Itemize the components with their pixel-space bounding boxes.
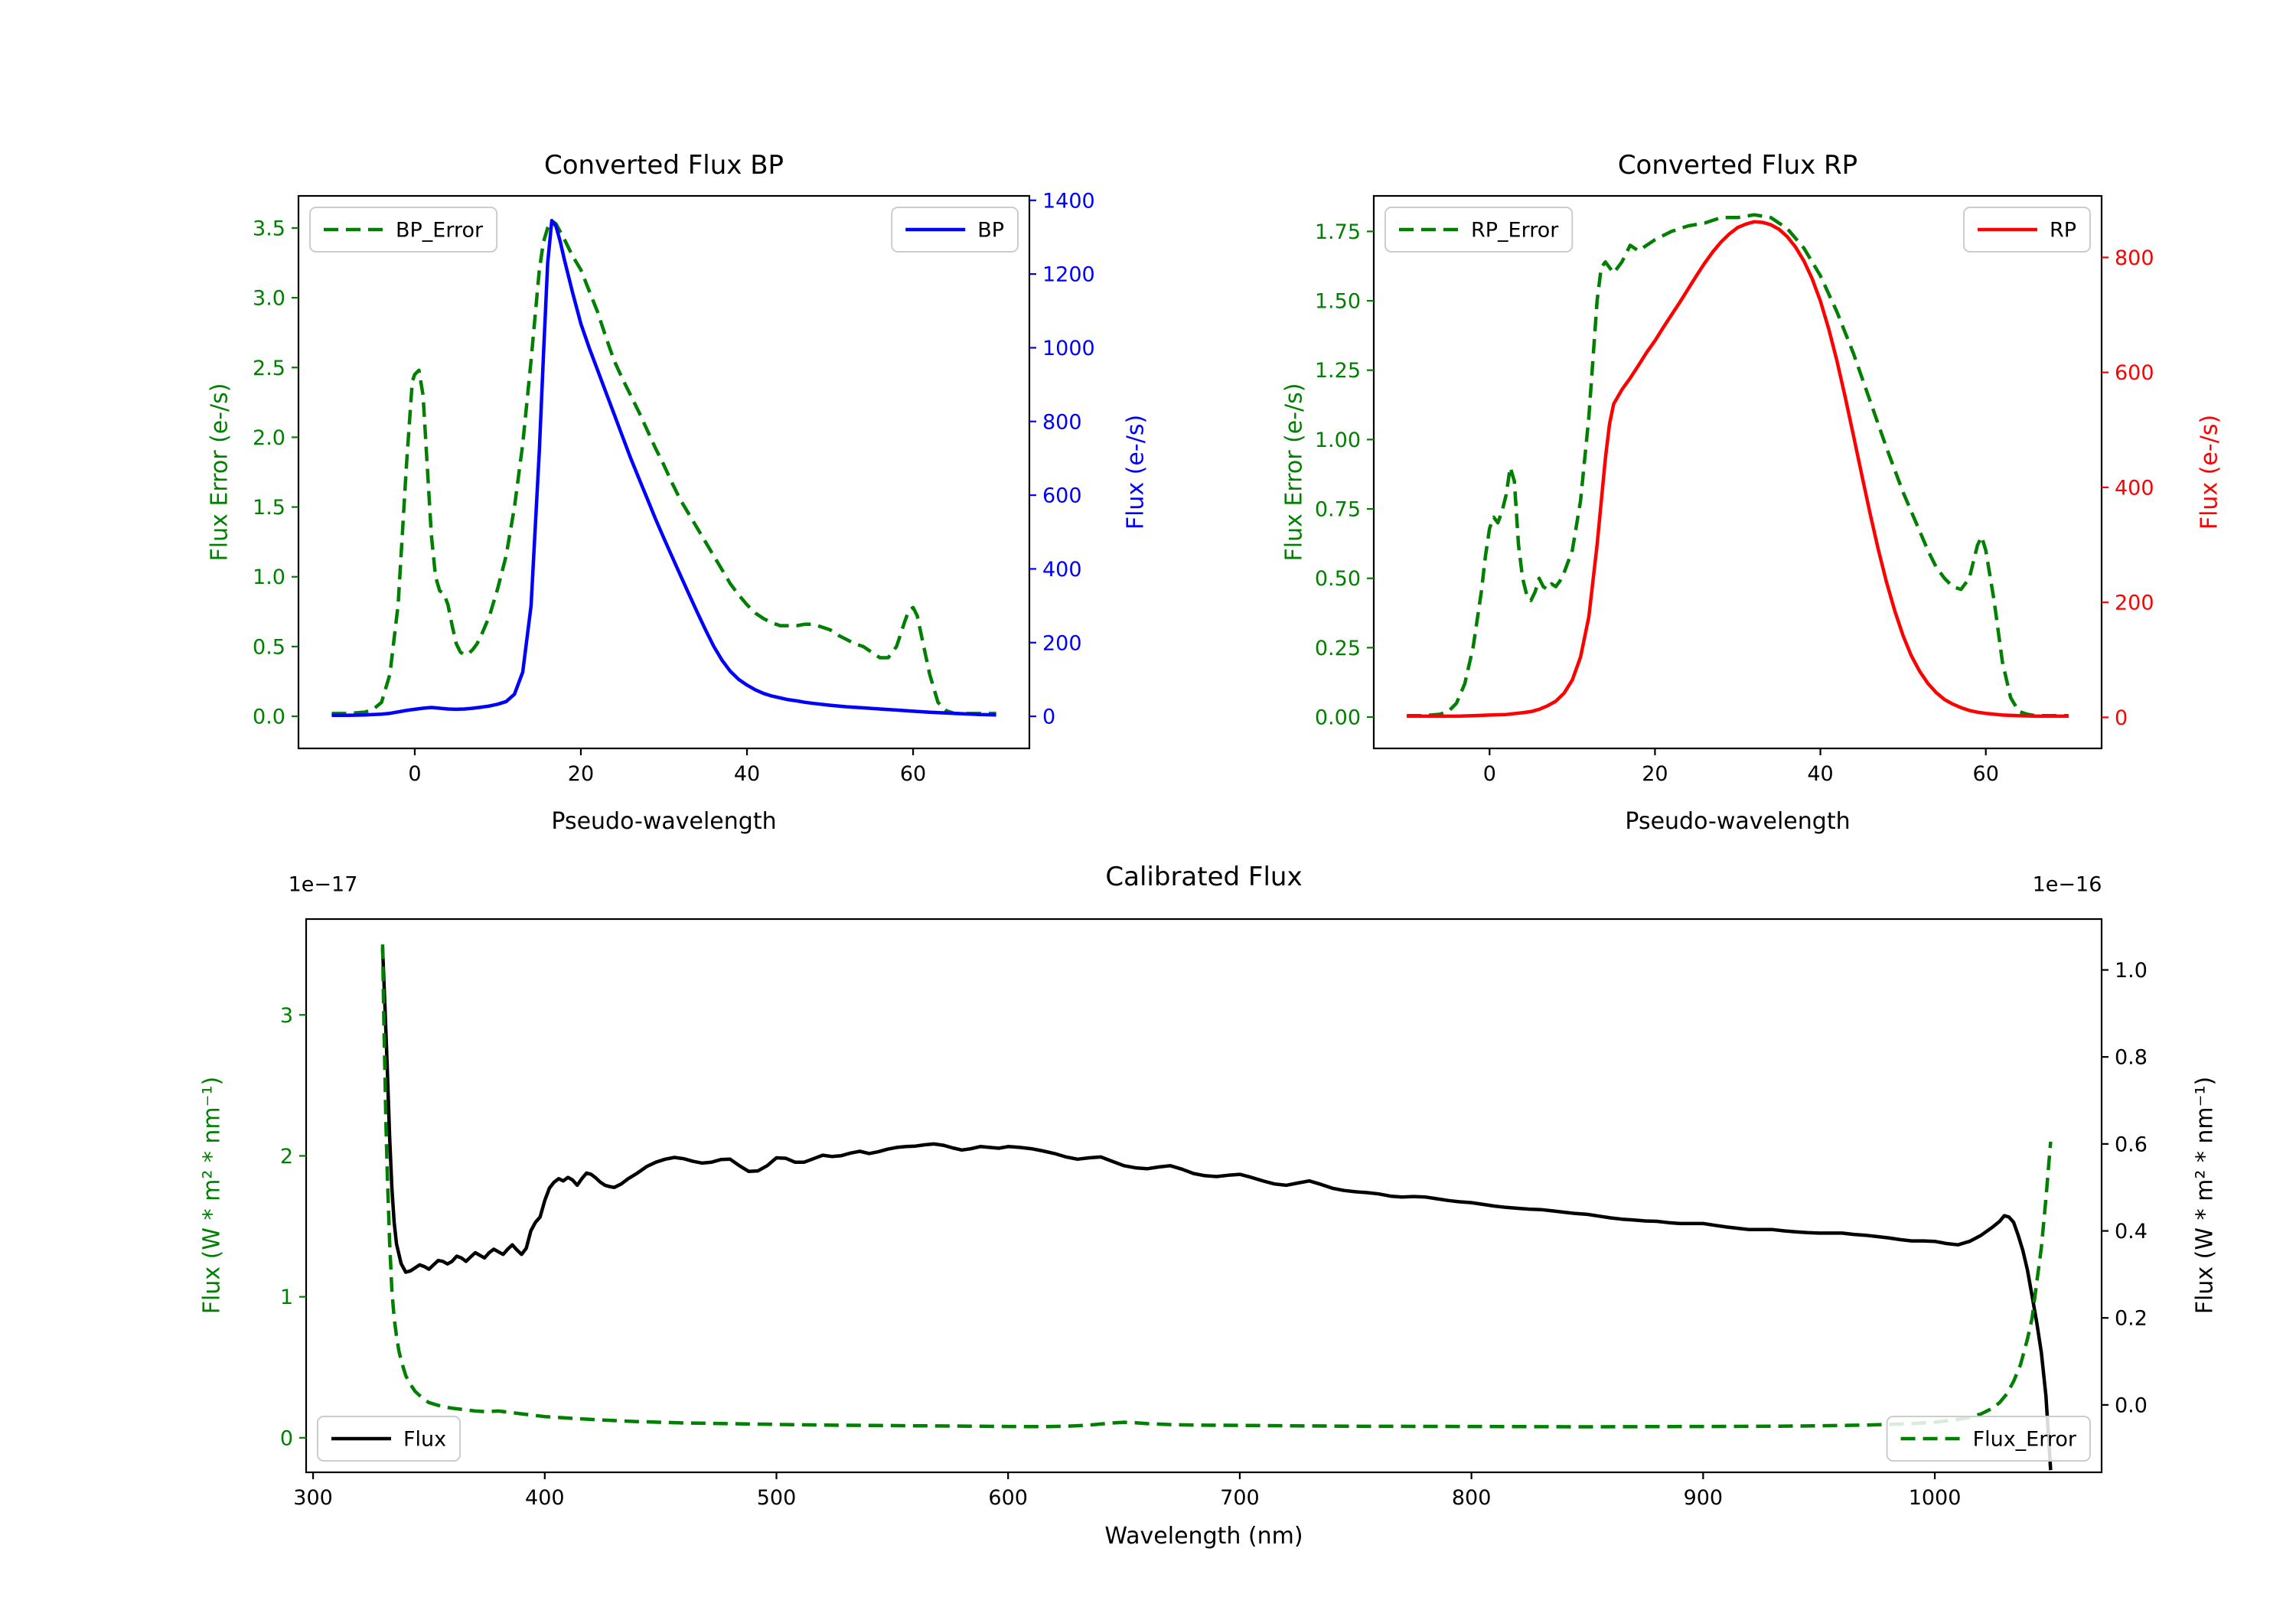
bp-left-tick-label: 1.5 bbox=[253, 496, 285, 520]
rp-right-tick-label: 800 bbox=[2115, 246, 2154, 270]
cal-x-tick-label: 600 bbox=[988, 1486, 1028, 1510]
legend-label: RP_Error bbox=[1471, 219, 1559, 243]
cal-legend-flux: Flux bbox=[317, 1416, 461, 1462]
cal-x-tick-label: 800 bbox=[1452, 1486, 1492, 1510]
bp-x-tick-label: 60 bbox=[900, 762, 926, 786]
rp-axes-frame bbox=[1372, 194, 2103, 750]
cal-right-tick-label: 0.4 bbox=[2115, 1220, 2148, 1244]
legend-frame bbox=[309, 207, 498, 253]
cal-x-tick-label: 400 bbox=[525, 1486, 565, 1510]
legend-label: Flux bbox=[403, 1428, 446, 1452]
cal-chart-title: Calibrated Flux bbox=[1105, 862, 1303, 892]
cal-x-tick-label: 500 bbox=[757, 1486, 797, 1510]
cal-right-tick-label: 0.0 bbox=[2115, 1393, 2148, 1417]
cal-right-ylabel: Flux (W * m² * nm⁻¹) bbox=[2191, 1076, 2219, 1315]
rp-left-tick-label: 0.75 bbox=[1315, 498, 1361, 522]
bp-left-ylabel: Flux Error (e-/s) bbox=[206, 383, 233, 562]
rp-x-tick-label: 40 bbox=[1807, 762, 1833, 786]
bp-left-tick-label: 2.5 bbox=[253, 357, 285, 380]
cal-x-tick-label: 1000 bbox=[1909, 1486, 1962, 1510]
rp-chart-title: Converted Flux RP bbox=[1617, 150, 1858, 181]
bp-left-tick-label: 0.5 bbox=[253, 635, 285, 659]
legend-label: RP bbox=[2050, 219, 2076, 243]
bp-legend-bp: BP bbox=[891, 207, 1019, 253]
bp-xlabel: Pseudo-wavelength bbox=[551, 808, 777, 835]
cal-x-tick-label: 300 bbox=[293, 1486, 333, 1510]
rp-left-tick-label: 0.25 bbox=[1315, 637, 1361, 660]
bp-left-tick-label: 0.0 bbox=[253, 706, 285, 729]
bp-left-tick-label: 3.0 bbox=[253, 287, 285, 311]
legend-label: BP_Error bbox=[396, 219, 484, 243]
rp-legend-rp: RP bbox=[1962, 207, 2091, 253]
rp-left-tick-label: 1.25 bbox=[1315, 359, 1361, 383]
rp-right-tick-label: 400 bbox=[2115, 476, 2154, 500]
bp-right-tick-label: 400 bbox=[1042, 558, 1082, 582]
rp-left-tick-label: 1.50 bbox=[1315, 290, 1361, 314]
bp-left-tick-label: 2.0 bbox=[253, 426, 285, 450]
legend-label: BP bbox=[977, 219, 1004, 243]
rp-right-ylabel: Flux (e-/s) bbox=[2196, 414, 2223, 530]
rp-xlabel: Pseudo-wavelength bbox=[1625, 808, 1851, 835]
cal-x-tick-label: 700 bbox=[1220, 1486, 1260, 1510]
cal-x-tick-label: 900 bbox=[1684, 1486, 1724, 1510]
rp-rp_error-line bbox=[1407, 213, 2069, 718]
bp-right-ylabel: Flux (e-/s) bbox=[1122, 414, 1150, 530]
cal-xlabel: Wavelength (nm) bbox=[1104, 1523, 1303, 1550]
bp-right-tick-label: 1000 bbox=[1042, 337, 1095, 360]
rp-left-ylabel: Flux Error (e-/s) bbox=[1280, 383, 1308, 562]
legend-frame bbox=[1384, 207, 1574, 253]
bp-right-tick-label: 0 bbox=[1042, 706, 1055, 729]
rp-rp-line bbox=[1407, 220, 2069, 719]
bp-right-tick-label: 800 bbox=[1042, 410, 1082, 434]
cal-flux-line bbox=[380, 948, 2053, 1471]
cal-right-tick-label: 0.2 bbox=[2115, 1307, 2148, 1331]
bp-x-tick-label: 0 bbox=[408, 762, 421, 786]
legend-frame bbox=[1886, 1416, 2091, 1462]
bp-legend-bp_error: BP_Error bbox=[309, 207, 498, 253]
bp-chart-title: Converted Flux BP bbox=[543, 150, 784, 181]
bp-right-tick-label: 600 bbox=[1042, 484, 1082, 508]
cal-left-tick-label: 1 bbox=[280, 1286, 293, 1309]
rp-left-tick-label: 1.00 bbox=[1315, 429, 1361, 452]
cal-left-ylabel: Flux (W * m² * nm⁻¹) bbox=[198, 1076, 226, 1315]
rp-x-tick-label: 60 bbox=[1973, 762, 1999, 786]
rp-right-tick-label: 600 bbox=[2115, 361, 2154, 385]
cal-left-tick-label: 3 bbox=[280, 1004, 293, 1028]
rp-right-tick-label: 200 bbox=[2115, 592, 2154, 615]
bp-axes-frame bbox=[297, 194, 1031, 750]
bp-left-tick-label: 3.5 bbox=[253, 217, 285, 240]
cal-left-tick-label: 2 bbox=[280, 1145, 293, 1169]
cal-right-tick-label: 1.0 bbox=[2115, 959, 2148, 983]
cal-left-tick-label: 0 bbox=[280, 1426, 293, 1450]
bp-bp-line bbox=[331, 219, 996, 717]
bp-x-tick-label: 40 bbox=[734, 762, 760, 786]
cal-axes-frame bbox=[305, 918, 2103, 1474]
cal-flux_error-line bbox=[380, 944, 2053, 1429]
legend-label: Flux_Error bbox=[1973, 1428, 2077, 1452]
rp-left-tick-label: 0.50 bbox=[1315, 567, 1361, 591]
cal-right-tick-label: 0.6 bbox=[2115, 1133, 2148, 1156]
bp-left-tick-label: 1.0 bbox=[253, 566, 285, 589]
cal-left-offset-text: 1e−17 bbox=[288, 872, 358, 897]
rp-left-tick-label: 1.75 bbox=[1315, 220, 1361, 244]
bp-right-tick-label: 1200 bbox=[1042, 263, 1095, 287]
bp-right-tick-label: 200 bbox=[1042, 631, 1082, 655]
rp-x-tick-label: 0 bbox=[1483, 762, 1496, 786]
bp-right-tick-label: 1400 bbox=[1042, 189, 1095, 213]
bp-bp_error-line bbox=[331, 219, 996, 715]
cal-right-tick-label: 0.8 bbox=[2115, 1046, 2148, 1070]
rp-left-tick-label: 0.00 bbox=[1315, 706, 1361, 730]
rp-x-tick-label: 20 bbox=[1642, 762, 1668, 786]
rp-legend-rp_error: RP_Error bbox=[1384, 207, 1574, 253]
bp-x-tick-label: 20 bbox=[568, 762, 594, 786]
cal-legend-flux_error: Flux_Error bbox=[1886, 1416, 2091, 1462]
rp-right-tick-label: 0 bbox=[2115, 706, 2128, 730]
cal-right-offset-text: 1e−16 bbox=[2032, 872, 2102, 897]
